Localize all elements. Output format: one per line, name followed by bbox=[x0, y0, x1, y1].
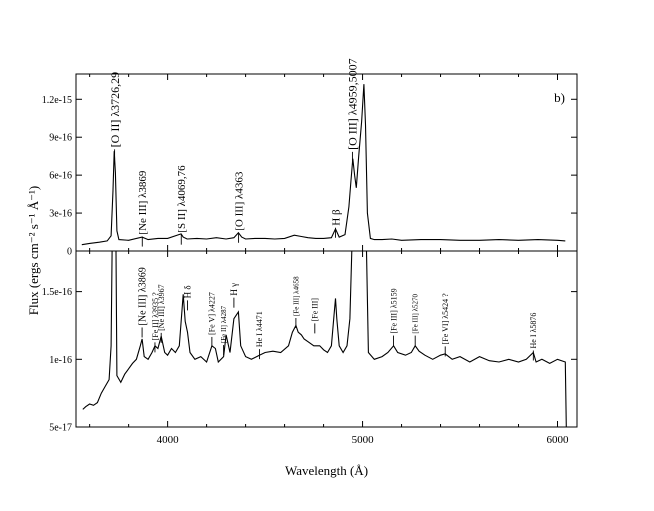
top-y-tick-label: 6e-16 bbox=[49, 171, 72, 182]
line-id-label: [Ne III] λ3869 bbox=[138, 267, 149, 325]
line-id-label: H γ bbox=[229, 283, 239, 296]
bottom-y-tick-label: 1e-16 bbox=[49, 355, 72, 366]
line-id-label: [Fe VI] λ5424 ? bbox=[441, 293, 450, 345]
line-id-label: H δ bbox=[183, 285, 193, 298]
line-id-label: [Fe III] λ4658 bbox=[292, 276, 300, 316]
x-tick-label: 5000 bbox=[352, 434, 375, 446]
line-id-label: [Fe II] λ4287 bbox=[220, 305, 228, 343]
x-tick-label: 6000 bbox=[547, 434, 570, 446]
line-id-label: [Fe V] λ4227 bbox=[208, 292, 217, 335]
line-id-label: [O III] λ4363 bbox=[233, 171, 245, 231]
line-id-label: [Fe III] λ5270 bbox=[412, 294, 420, 334]
top-panel-label: b) bbox=[554, 90, 565, 105]
x-axis-label: Wavelength (Å) bbox=[285, 463, 368, 478]
line-id-label: H β bbox=[330, 209, 342, 226]
bottom-panel-frame bbox=[75, 250, 578, 428]
line-id-label: He I λ5876 bbox=[529, 313, 538, 349]
line-id-label: [Ne III] λ3869 bbox=[137, 170, 149, 234]
line-id-label: [Ne III] λ3967 bbox=[157, 284, 166, 331]
bottom-y-tick-label: 5e-17 bbox=[49, 423, 72, 434]
top-y-tick-label: 3e-16 bbox=[49, 209, 72, 220]
line-id-label: [O II] λ3726,29 bbox=[108, 72, 122, 147]
line-id-label: [Fe III] λ5159 bbox=[389, 288, 398, 333]
top-y-tick-label: 0 bbox=[67, 247, 72, 258]
line-id-label: [Fe II] λ3935 ? bbox=[151, 292, 160, 341]
top-spectrum-line bbox=[81, 84, 566, 246]
top-y-tick-label: 9e-16 bbox=[49, 133, 72, 144]
line-id-label: He I λ4471 bbox=[255, 311, 264, 347]
line-id-label: [O III] λ4959,5007 bbox=[346, 58, 360, 149]
line-id-label: [Fe III] bbox=[311, 298, 320, 322]
bottom-y-tick-label: 1.5e-16 bbox=[42, 287, 72, 298]
bottom-panel: 5e-17 1e-16 1.5e-16 bbox=[42, 250, 578, 434]
x-tick-label: 4000 bbox=[157, 434, 180, 446]
line-id-label: [S II] λ4069,76 bbox=[176, 165, 188, 233]
bottom-spectrum-line bbox=[82, 251, 567, 427]
y-axis-label: Flux (ergs cm⁻² s⁻¹ Å⁻¹) bbox=[26, 186, 41, 316]
top-panel-frame bbox=[75, 73, 578, 252]
top-panel: 0 3e-16 6e-16 9e-16 1.2e-15 b) bbox=[42, 73, 578, 258]
top-y-tick-label: 1.2e-15 bbox=[42, 95, 72, 106]
